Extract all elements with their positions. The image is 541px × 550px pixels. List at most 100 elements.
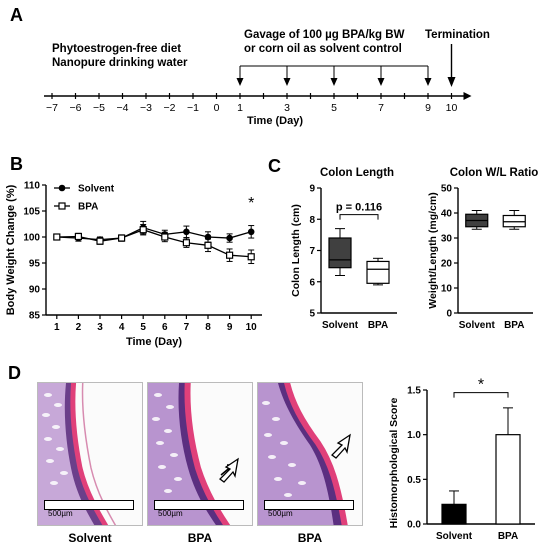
panel-b-body-weight-chart: B 85 90 95 100 105 110 1 2 3 4 5 6 7 8 9 10 Time (Day) Bo…	[5, 154, 262, 348]
timeline-tick-label: −1	[187, 102, 199, 114]
image-label-bpa-1: BPA	[187, 531, 213, 545]
legend-label-bpa: BPA	[78, 202, 98, 213]
panel-c-label: C	[268, 156, 281, 176]
gavage-arrow-head	[424, 78, 432, 86]
y-tick-label: 40	[441, 209, 453, 220]
y-axis-label: Histomorphological Score	[388, 397, 400, 528]
panel-d-score-chart: 0.0 0.5 1.0 1.5 Histomorphological Score Solv…	[388, 377, 535, 542]
significance-bracket	[453, 392, 509, 398]
panel-b-label: B	[10, 154, 23, 174]
chart-title: Colon W/L Ratio	[450, 167, 539, 179]
gavage-arrow-head	[236, 78, 244, 86]
data-point-solvent	[226, 234, 233, 242]
y-tick-label: 8	[309, 215, 315, 226]
y-tick-label: 7	[309, 246, 315, 257]
timeline-tick-label: 1	[237, 102, 243, 114]
y-tick-label: 9	[309, 184, 315, 195]
data-point-bpa	[226, 251, 234, 259]
y-tick-label: 50	[441, 184, 453, 195]
timeline-tick-label: 7	[378, 102, 384, 114]
scale-bar	[264, 500, 354, 510]
timeline-tick-label: −7	[46, 102, 58, 114]
bar-solvent	[441, 503, 467, 525]
histology-image-bpa-2: 500µm	[257, 382, 363, 526]
significance-star: *	[248, 195, 254, 212]
y-tick-label: 0	[446, 309, 452, 320]
y-tick-label: 10	[441, 284, 453, 295]
data-point-bpa	[204, 241, 212, 249]
gavage-arrow-head	[330, 78, 338, 86]
diet-line-1: Phytoestrogen-free diet	[52, 43, 181, 55]
y-axis-label: Colon Length (cm)	[290, 204, 302, 297]
p-value-label: p = 0.116	[336, 202, 382, 214]
scale-bar-label: 500µm	[48, 509, 73, 518]
y-tick-label: 1.5	[407, 386, 421, 397]
legend-label-solvent: Solvent	[78, 184, 115, 195]
x-tick-label: 10	[246, 322, 258, 333]
y-tick-label: 85	[29, 311, 41, 322]
y-tick-label: 90	[29, 285, 41, 296]
timeline-tick-label: 5	[331, 102, 337, 114]
diet-line-2: Nanopure drinking water	[52, 57, 188, 69]
timeline-axis: −7 −6 −5 −4 −3 −2 −1 0 1 3 5 7 9 10	[44, 44, 472, 114]
x-tick-label: 5	[140, 322, 146, 333]
x-tick-label: BPA	[504, 320, 524, 331]
y-tick-label: 100	[23, 233, 40, 244]
y-tick-label: 105	[23, 207, 40, 218]
histology-image-solvent: 500µm	[37, 382, 143, 526]
box-bpa	[366, 260, 390, 284]
panel-c-colon-charts: C Colon Length 5 6 7 8 9 Colon Length (cm) Solv…	[268, 156, 539, 331]
termination-label: Termination	[425, 29, 490, 41]
data-point-bpa	[182, 239, 190, 247]
y-axis-label: Body Weight Change (%)	[5, 184, 17, 315]
timeline-tick-label: 3	[284, 102, 290, 114]
x-tick-label: 7	[184, 322, 190, 333]
chart-title: Colon Length	[320, 167, 394, 179]
timeline-tick-label: 9	[425, 102, 431, 114]
timeline-tick-label: 10	[446, 102, 458, 114]
x-tick-label: 9	[227, 322, 233, 333]
data-point-bpa	[96, 237, 104, 245]
gavage-arrow-head	[283, 78, 291, 86]
series-1-line	[56, 229, 252, 258]
y-tick-label: 95	[29, 259, 41, 270]
x-tick-label: Solvent	[322, 320, 359, 331]
histology-image-bpa-1: 500µm	[147, 382, 253, 526]
x-tick-label: 8	[205, 322, 211, 333]
body-weight-plot: 85 90 95 100 105 110 1 2 3 4 5 6 7 8 9 10 Time (Day) Body…	[5, 181, 262, 348]
data-point-bpa	[139, 226, 147, 234]
scale-bar-label: 500µm	[268, 509, 293, 518]
y-tick-label: 30	[441, 234, 453, 245]
timeline-tick-label: 0	[214, 102, 220, 114]
y-tick-label: 0.0	[407, 520, 421, 531]
image-label-solvent: Solvent	[68, 531, 112, 545]
x-tick-label: BPA	[368, 320, 388, 331]
box-solvent	[328, 237, 352, 269]
data-point-solvent	[247, 228, 255, 236]
x-axis-label: Time (Day)	[126, 336, 182, 348]
data-point-bpa	[74, 232, 83, 241]
scale-bar-label: 500µm	[158, 509, 183, 518]
x-tick-label: BPA	[498, 531, 518, 542]
x-tick-label: 4	[119, 322, 125, 333]
bar-bpa	[495, 434, 521, 525]
scale-bar	[154, 500, 244, 510]
y-axis-label: Weight/Length (mg/cm)	[427, 192, 439, 308]
y-tick-label: 0.5	[407, 475, 421, 486]
data-point-bpa	[53, 233, 61, 241]
y-tick-label: 5	[309, 309, 315, 320]
timeline-xlabel: Time (Day)	[247, 115, 303, 127]
colon-length-plot: Colon Length 5 6 7 8 9 Colon Length (cm) Solven…	[290, 167, 397, 331]
x-tick-label: 1	[54, 322, 60, 333]
y-tick-label: 1.0	[407, 430, 421, 441]
x-tick-label: 3	[97, 322, 103, 333]
data-point-bpa	[247, 253, 255, 261]
gavage-line-2: or corn oil as solvent control	[244, 43, 402, 55]
x-tick-label: Solvent	[459, 320, 496, 331]
significance-star: *	[478, 377, 484, 394]
x-tick-label: 2	[76, 322, 82, 333]
y-tick-label: 110	[24, 181, 41, 192]
y-tick-label: 6	[309, 277, 315, 288]
panel-d-label: D	[8, 363, 21, 383]
termination-arrow-head	[447, 77, 456, 87]
